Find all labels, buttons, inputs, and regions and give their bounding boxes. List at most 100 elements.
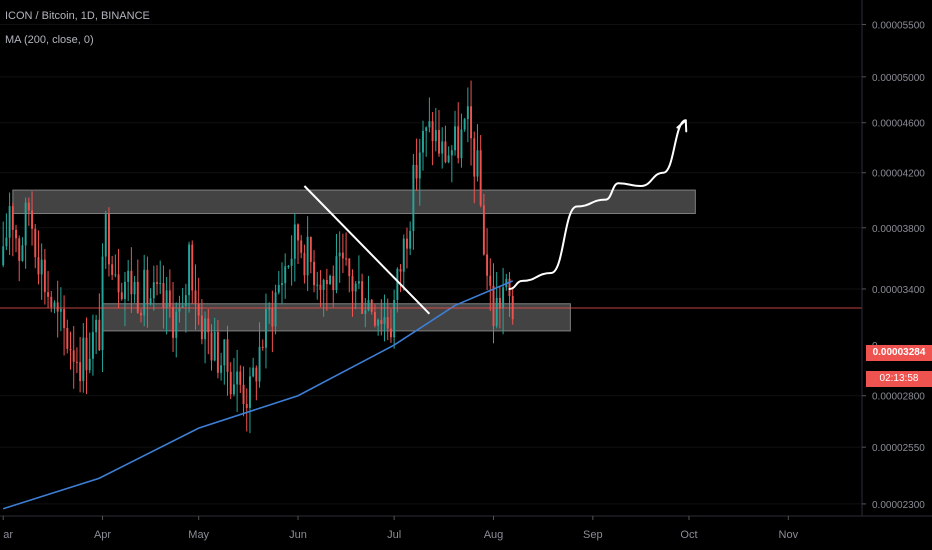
x-tick-label: Jul bbox=[387, 529, 401, 541]
candle-body bbox=[303, 252, 306, 276]
candle-body bbox=[2, 246, 5, 266]
candle-body bbox=[396, 268, 399, 301]
candle-body bbox=[351, 276, 354, 292]
candle-body bbox=[441, 141, 444, 154]
candle-body bbox=[191, 244, 194, 291]
candle-body bbox=[357, 281, 360, 284]
candle-body bbox=[508, 278, 511, 297]
candle-body bbox=[50, 296, 53, 308]
candle-body bbox=[239, 371, 242, 385]
candle-body bbox=[133, 281, 136, 295]
indicator-legend: MA (200, close, 0) bbox=[5, 34, 94, 46]
candle-body bbox=[91, 332, 94, 359]
candles bbox=[2, 80, 514, 434]
candle-body bbox=[284, 266, 287, 284]
ma200-line bbox=[2, 280, 514, 510]
candle-body bbox=[380, 319, 383, 325]
candle-body bbox=[373, 311, 376, 326]
candle-body bbox=[335, 256, 338, 291]
candle-body bbox=[53, 302, 56, 308]
candle-body bbox=[232, 384, 235, 395]
candle-body bbox=[223, 339, 226, 366]
candle-body bbox=[460, 129, 463, 159]
candle-body bbox=[450, 150, 453, 156]
candle-body bbox=[502, 287, 505, 309]
candle-body bbox=[498, 297, 501, 309]
candle-body bbox=[281, 283, 283, 285]
y-tick-label: 0.00005500 bbox=[872, 20, 925, 31]
candle-body bbox=[146, 269, 149, 304]
candle-body bbox=[226, 339, 229, 372]
candle-body bbox=[476, 150, 479, 177]
candle-body bbox=[495, 297, 498, 327]
candle-body bbox=[88, 358, 91, 371]
candle-body bbox=[207, 318, 210, 333]
x-tick-label: May bbox=[188, 529, 209, 541]
candle-body bbox=[277, 284, 280, 293]
candle-body bbox=[370, 299, 373, 312]
candle-body bbox=[409, 230, 412, 249]
candle-body bbox=[473, 138, 476, 177]
time-axis[interactable]: ar Apr May Jun Jul Aug Sep Oct Nov bbox=[2, 516, 799, 541]
candle-body bbox=[492, 285, 495, 327]
candle-body bbox=[34, 228, 37, 258]
symbol-title: ICON / Bitcoin, 1D, BINANCE bbox=[5, 10, 150, 22]
candle-body bbox=[43, 259, 46, 293]
candle-body bbox=[348, 258, 351, 277]
candle-body bbox=[290, 258, 293, 266]
candle-body bbox=[11, 206, 14, 230]
candle-body bbox=[15, 229, 17, 239]
candle-body bbox=[98, 319, 101, 351]
candle-body bbox=[124, 281, 126, 300]
candle-body bbox=[111, 264, 114, 275]
candle-body bbox=[268, 308, 271, 310]
x-tick-label: Oct bbox=[680, 529, 697, 541]
candle-body bbox=[127, 270, 130, 282]
candle-body bbox=[152, 282, 155, 299]
candle-body bbox=[470, 106, 473, 139]
candle-body bbox=[406, 238, 408, 249]
projection-arrowhead bbox=[676, 119, 688, 133]
candle-body bbox=[101, 256, 104, 351]
candle-body bbox=[37, 257, 40, 275]
candle-body bbox=[213, 331, 216, 361]
candle-body bbox=[194, 290, 197, 305]
candle-body bbox=[457, 126, 460, 159]
candle-body bbox=[447, 155, 450, 163]
candle-body bbox=[181, 306, 184, 309]
candle-body bbox=[418, 152, 421, 179]
candle-body bbox=[85, 337, 88, 371]
y-tick-label: 0.00002550 bbox=[872, 443, 925, 454]
candle-body bbox=[69, 348, 72, 351]
candle-body bbox=[252, 367, 255, 377]
candle-body bbox=[287, 265, 290, 267]
candle-body bbox=[486, 254, 489, 276]
candle-body bbox=[489, 275, 492, 286]
current-price-badge: 0.00003284 bbox=[866, 345, 932, 361]
candle-body bbox=[27, 202, 30, 211]
candle-body bbox=[377, 319, 380, 326]
candle-body bbox=[258, 346, 261, 382]
candle-body bbox=[178, 308, 181, 312]
candle-body bbox=[18, 238, 21, 261]
candle-countdown-badge: 02:13:58 bbox=[866, 371, 932, 387]
candle-body bbox=[248, 376, 251, 408]
candle-body bbox=[415, 164, 418, 179]
candle-body bbox=[59, 309, 62, 312]
candle-body bbox=[197, 304, 200, 316]
candle-body bbox=[271, 308, 274, 327]
candle-body bbox=[319, 284, 322, 290]
x-tick-label: Nov bbox=[779, 529, 799, 541]
candle-body bbox=[220, 365, 223, 373]
candle-body bbox=[143, 269, 146, 316]
candle-body bbox=[130, 270, 133, 295]
candle-body bbox=[184, 295, 187, 307]
candle-body bbox=[255, 367, 258, 382]
candle-body bbox=[136, 281, 139, 313]
price-axis[interactable]: 0.00005500 0.00005000 0.00004600 0.00004200… bbox=[862, 20, 925, 511]
candle-body bbox=[431, 121, 434, 142]
candle-body bbox=[56, 302, 59, 312]
y-tick-label: 0.00003800 bbox=[872, 224, 925, 235]
candle-body bbox=[31, 210, 34, 229]
